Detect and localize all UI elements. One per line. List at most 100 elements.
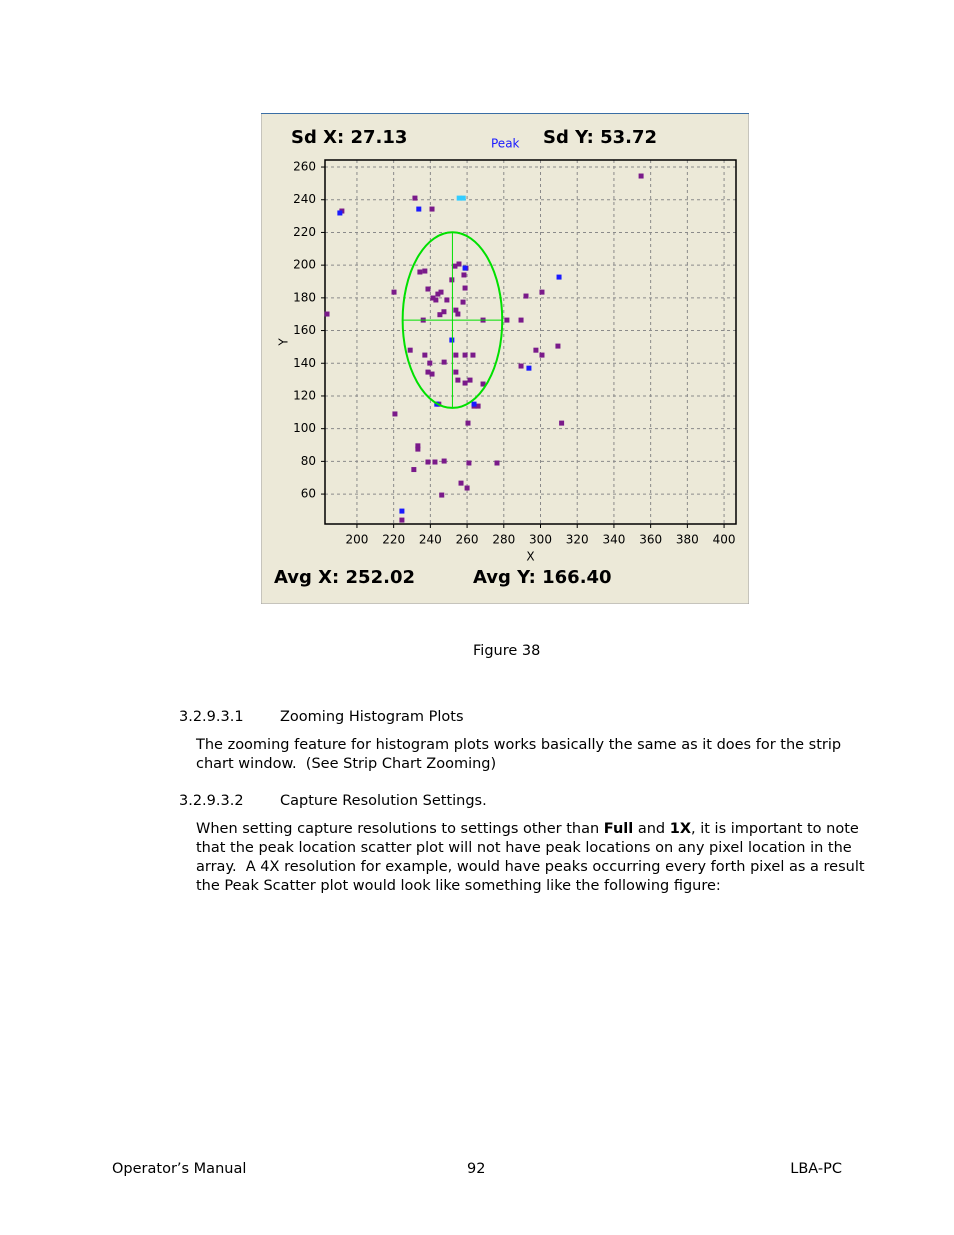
x-tick-label: 280 (492, 533, 515, 547)
x-tick-label: 200 (345, 533, 368, 547)
point (452, 263, 458, 269)
point (471, 401, 477, 407)
point (435, 291, 441, 297)
chart-panel (261, 113, 749, 604)
point (438, 289, 444, 295)
x-tick-label: 260 (456, 533, 479, 547)
point (441, 458, 447, 464)
x-tick-label: 380 (676, 533, 699, 547)
y-tick-label: 180 (293, 290, 316, 304)
point (415, 446, 421, 452)
bold-text: 1X (669, 821, 692, 837)
point (526, 365, 532, 371)
paragraph-line: The zooming feature for histogram plots … (196, 736, 841, 755)
x-tick-label: 360 (639, 533, 662, 547)
point (441, 359, 447, 365)
point (416, 206, 422, 212)
point (417, 269, 423, 275)
stat-value: 252.02 (346, 567, 415, 588)
point (392, 411, 398, 417)
point (449, 277, 455, 283)
stat-label: Avg X: (274, 567, 339, 588)
annotation: Peak (491, 137, 520, 151)
x-tick-label: 320 (566, 533, 589, 547)
y-tick-label: 220 (293, 225, 316, 239)
point (467, 377, 473, 383)
text-run: array. A 4X resolution for example, woul… (196, 859, 865, 875)
point (444, 297, 450, 303)
x-tick-label: 300 (529, 533, 552, 547)
text-run: chart window. (See Strip Chart Zooming) (196, 756, 497, 772)
point (555, 343, 561, 349)
point (399, 508, 405, 514)
y-tick-label: 140 (293, 356, 316, 370)
text-run: the Peak Scatter plot would look like so… (196, 878, 721, 894)
stat-value: 166.40 (542, 567, 611, 588)
point (455, 311, 461, 317)
point (494, 460, 500, 466)
y-tick-label: 200 (293, 258, 316, 272)
point (456, 261, 462, 267)
point (429, 206, 435, 212)
point (425, 369, 431, 375)
text-run: that the peak location scatter plot will… (196, 840, 852, 856)
text-run: and (633, 821, 670, 837)
point (422, 352, 428, 358)
point (464, 485, 470, 491)
point (449, 337, 455, 343)
point (518, 317, 524, 323)
section-title: Zooming Histogram Plots (280, 709, 464, 725)
point (433, 297, 439, 303)
paragraph-line: that the peak location scatter plot will… (196, 839, 852, 858)
point (391, 289, 397, 295)
point (407, 347, 413, 353)
point (461, 272, 467, 278)
paragraph-line: the Peak Scatter plot would look like so… (196, 877, 721, 896)
point (480, 381, 486, 387)
point (441, 309, 447, 315)
y-tick-label: 60 (301, 487, 316, 501)
point (422, 268, 428, 274)
point (412, 195, 418, 201)
point (453, 369, 459, 375)
x-tick-label: 340 (602, 533, 625, 547)
point (432, 459, 438, 465)
point (465, 420, 471, 426)
point (518, 363, 524, 369)
figure-caption: Figure 38 (473, 643, 541, 659)
point (425, 459, 431, 465)
y-tick-label: 260 (293, 160, 316, 174)
point (453, 352, 459, 358)
y-tick-label: 80 (301, 454, 316, 468)
x-tick-label: 240 (419, 533, 442, 547)
point (429, 371, 435, 377)
text-run: The zooming feature for histogram plots … (196, 737, 842, 753)
point (470, 352, 476, 358)
point (453, 307, 459, 313)
point (456, 195, 462, 201)
stat-text: Sd X: 27.13 (291, 127, 407, 148)
x-tick-label: 400 (713, 533, 736, 547)
footer-center: 92 (467, 1161, 486, 1177)
point (533, 347, 539, 353)
stat-value: 27.13 (350, 127, 407, 148)
footer-right: LBA-PC (790, 1161, 842, 1177)
point (462, 265, 468, 271)
point (523, 293, 529, 299)
point (415, 443, 421, 449)
point (324, 311, 330, 317)
y-tick-label: 120 (293, 388, 316, 402)
point (475, 403, 481, 409)
point (638, 173, 644, 179)
x-tick-label: 220 (382, 533, 405, 547)
footer-left: Operator’s Manual (112, 1161, 247, 1177)
point (539, 352, 545, 358)
point (411, 467, 417, 473)
stat-text: Avg X: 252.02 (274, 567, 415, 588)
point (458, 480, 464, 486)
stat-text: Sd Y: 53.72 (543, 127, 657, 148)
section-title: Capture Resolution Settings. (280, 793, 487, 809)
stat-label: Sd Y: (543, 127, 594, 148)
point (455, 377, 461, 383)
